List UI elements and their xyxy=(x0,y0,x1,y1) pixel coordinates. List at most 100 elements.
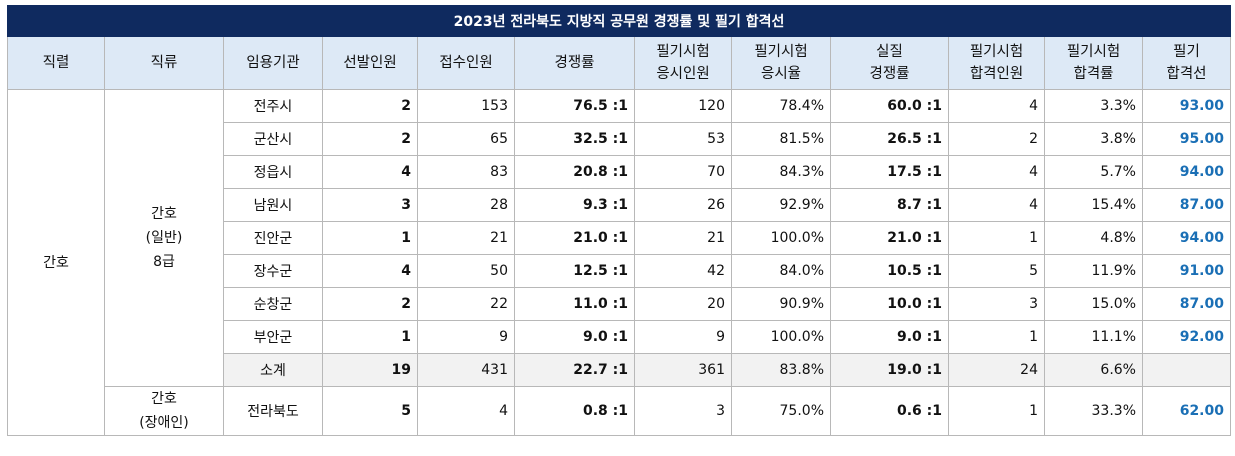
series-cell: 간호 xyxy=(7,89,105,436)
category-disabled-cell-line: 간호 xyxy=(151,391,177,407)
exam-rate-cell: 81.5% xyxy=(731,122,831,156)
cutoff-score-cell: 94.00 xyxy=(1142,221,1231,255)
competition-ratio-cell: 11.0 :1 xyxy=(514,287,635,321)
select-count-cell: 1 xyxy=(322,221,418,255)
competition-ratio-cell: 9.0 :1 xyxy=(514,320,635,354)
column-header-line: 필기 xyxy=(1173,44,1200,60)
agency-cell: 진안군 xyxy=(223,221,323,255)
column-header-line: 응시율 xyxy=(760,66,802,82)
pass-count-cell: 5 xyxy=(948,254,1045,288)
real-ratio-cell: 19.0 :1 xyxy=(830,353,949,387)
pass-count-cell: 4 xyxy=(948,89,1045,123)
exam-rate-cell: 92.9% xyxy=(731,188,831,222)
column-header-line: 직렬 xyxy=(42,55,70,71)
table-row: 부안군 1 9 9.0 :1 9 100.0% 9.0 :1 1 11.1% 92.00 xyxy=(8,320,1231,354)
exam-taker-cell: 9 xyxy=(634,320,732,354)
cutoff-score-cell: 91.00 xyxy=(1142,254,1231,288)
cutoff-score-cell: 94.00 xyxy=(1142,155,1231,189)
pass-rate-cell: 15.0% xyxy=(1044,287,1143,321)
select-count-cell: 2 xyxy=(322,89,418,123)
category-general-cell-line: (일반) xyxy=(145,230,183,246)
table-row: 정읍시 4 83 20.8 :1 70 84.3% 17.5 :1 4 5.7% 94.00 xyxy=(8,155,1231,189)
pass-count-cell: 4 xyxy=(948,188,1045,222)
competition-ratio-cell: 0.8 :1 xyxy=(514,386,635,436)
subtotal-row: 소계 19 431 22.7 :1 361 83.8% 19.0 :1 24 6.6% xyxy=(8,353,1231,387)
competition-ratio-cell: 22.7 :1 xyxy=(514,353,635,387)
pass-count-cell: 3 xyxy=(948,287,1045,321)
cutoff-score-cell: 62.00 xyxy=(1142,386,1231,436)
exam-rate-cell: 100.0% xyxy=(731,221,831,255)
column-header-line: 필기시험 xyxy=(1066,44,1121,60)
competition-ratio-cell: 21.0 :1 xyxy=(514,221,635,255)
exam-rate-cell: 83.8% xyxy=(731,353,831,387)
column-header-line: 경쟁률 xyxy=(554,55,595,71)
column-header: 접수인원 xyxy=(417,36,515,90)
column-header-line: 합격률 xyxy=(1073,66,1114,82)
select-count-cell: 2 xyxy=(322,122,418,156)
column-header: 직렬 xyxy=(7,36,105,90)
select-count-cell: 19 xyxy=(322,353,418,387)
exam-taker-cell: 53 xyxy=(634,122,732,156)
table-row: 진안군 1 21 21.0 :1 21 100.0% 21.0 :1 1 4.8% 94.00 xyxy=(8,221,1231,255)
competition-table-container: 2023년 전라북도 지방직 공무원 경쟁률 및 필기 합격선 직렬 직류 임용기관… xyxy=(7,5,1231,436)
exam-rate-cell: 84.3% xyxy=(731,155,831,189)
column-header: 직류 xyxy=(104,36,224,90)
agency-cell: 남원시 xyxy=(223,188,323,222)
select-count-cell: 5 xyxy=(322,386,418,436)
column-header-line: 필기시험 xyxy=(656,44,710,60)
column-header: 경쟁률 xyxy=(514,36,635,90)
competition-ratio-cell: 76.5 :1 xyxy=(514,89,635,123)
apply-count-cell: 431 xyxy=(417,353,515,387)
apply-count-cell: 22 xyxy=(417,287,515,321)
pass-rate-cell: 3.8% xyxy=(1044,122,1143,156)
exam-taker-cell: 361 xyxy=(634,353,732,387)
agency-cell: 부안군 xyxy=(223,320,323,354)
pass-rate-cell: 5.7% xyxy=(1044,155,1143,189)
exam-rate-cell: 84.0% xyxy=(731,254,831,288)
pass-rate-cell: 33.3% xyxy=(1044,386,1143,436)
pass-count-cell: 1 xyxy=(948,386,1045,436)
real-ratio-cell: 8.7 :1 xyxy=(830,188,949,222)
competition-ratio-cell: 32.5 :1 xyxy=(514,122,635,156)
agency-cell: 장수군 xyxy=(223,254,323,288)
cutoff-score-cell xyxy=(1142,353,1231,387)
column-header: 필기시험 합격인원 xyxy=(948,36,1045,90)
table-title: 2023년 전라북도 지방직 공무원 경쟁률 및 필기 합격선 xyxy=(7,5,1231,37)
column-header: 실질 경쟁률 xyxy=(830,36,949,90)
pass-count-cell: 4 xyxy=(948,155,1045,189)
category-general-cell-line: 간호 xyxy=(151,206,177,222)
apply-count-cell: 28 xyxy=(417,188,515,222)
exam-taker-cell: 120 xyxy=(634,89,732,123)
pass-rate-cell: 11.9% xyxy=(1044,254,1143,288)
table-row: 간호 간호 (일반) 8급 전주시 2 153 76.5 :1 120 78.4% 60.0 :1 4… xyxy=(7,89,1231,436)
real-ratio-cell: 0.6 :1 xyxy=(830,386,949,436)
real-ratio-cell: 10.0 :1 xyxy=(830,287,949,321)
exam-rate-cell: 75.0% xyxy=(731,386,831,436)
real-ratio-cell: 17.5 :1 xyxy=(830,155,949,189)
exam-taker-cell: 3 xyxy=(634,386,732,436)
competition-ratio-cell: 20.8 :1 xyxy=(514,155,635,189)
pass-count-cell: 2 xyxy=(948,122,1045,156)
pass-count-cell: 24 xyxy=(948,353,1045,387)
column-header-line: 필기시험 xyxy=(754,44,808,60)
column-header-line: 경쟁률 xyxy=(869,66,910,82)
exam-rate-cell: 90.9% xyxy=(731,287,831,321)
cutoff-score-cell: 87.00 xyxy=(1142,188,1231,222)
apply-count-cell: 153 xyxy=(417,89,515,123)
pass-rate-cell: 3.3% xyxy=(1044,89,1143,123)
table-row: 장수군 4 50 12.5 :1 42 84.0% 10.5 :1 5 11.9% 91.00 xyxy=(8,254,1231,288)
apply-count-cell: 9 xyxy=(417,320,515,354)
pass-rate-cell: 11.1% xyxy=(1044,320,1143,354)
real-ratio-cell: 9.0 :1 xyxy=(830,320,949,354)
apply-count-cell: 21 xyxy=(417,221,515,255)
select-count-cell: 3 xyxy=(322,188,418,222)
header-row: 직렬 직류 임용기관 선발인원 접수인원 경쟁률 필기시험 응시인원 필기시험 응시율 실질 경쟁률 필… xyxy=(7,36,1231,90)
column-header-line: 필기시험 xyxy=(969,44,1024,60)
column-header: 임용기관 xyxy=(223,36,323,90)
real-ratio-cell: 21.0 :1 xyxy=(830,221,949,255)
competition-ratio-cell: 9.3 :1 xyxy=(514,188,635,222)
category-general-cell-line: 8급 xyxy=(153,254,175,270)
exam-rate-cell: 78.4% xyxy=(731,89,831,123)
